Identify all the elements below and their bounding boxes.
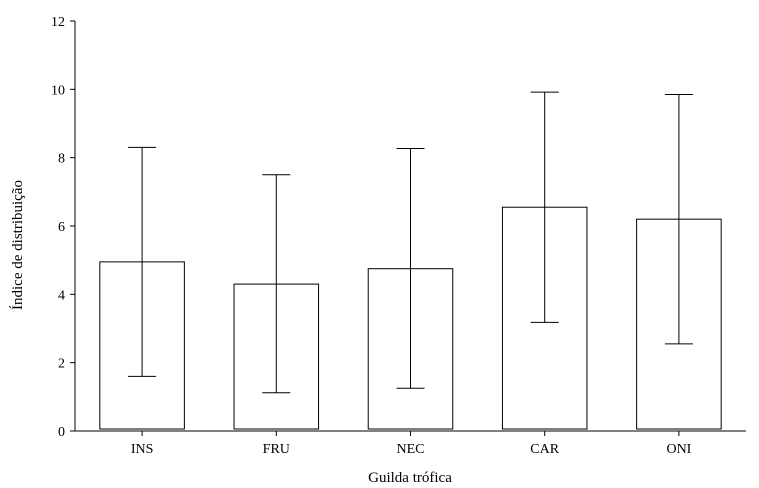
x-tick-label: ONI bbox=[666, 442, 691, 457]
x-ticks: INS FRU NEC CAR ONI bbox=[131, 431, 692, 457]
y-tick-label: 4 bbox=[58, 288, 65, 303]
x-tick-label: CAR bbox=[530, 442, 559, 457]
y-tick-label: 6 bbox=[58, 220, 65, 235]
y-tick-label: 12 bbox=[51, 15, 65, 30]
x-tick-label: NEC bbox=[397, 442, 425, 457]
y-tick-label: 8 bbox=[58, 152, 65, 167]
error-bars bbox=[128, 91, 693, 394]
x-axis-label: Guilda trófica bbox=[368, 470, 452, 486]
y-tick-label: 0 bbox=[58, 425, 65, 440]
y-ticks: 0 2 4 6 8 10 12 bbox=[51, 15, 75, 440]
x-tick-label: FRU bbox=[263, 442, 290, 457]
x-tick-label: INS bbox=[131, 442, 154, 457]
y-tick-label: 10 bbox=[51, 83, 65, 98]
y-axis-label: Índice de distribuição bbox=[9, 180, 26, 310]
y-tick-label: 2 bbox=[58, 357, 65, 372]
